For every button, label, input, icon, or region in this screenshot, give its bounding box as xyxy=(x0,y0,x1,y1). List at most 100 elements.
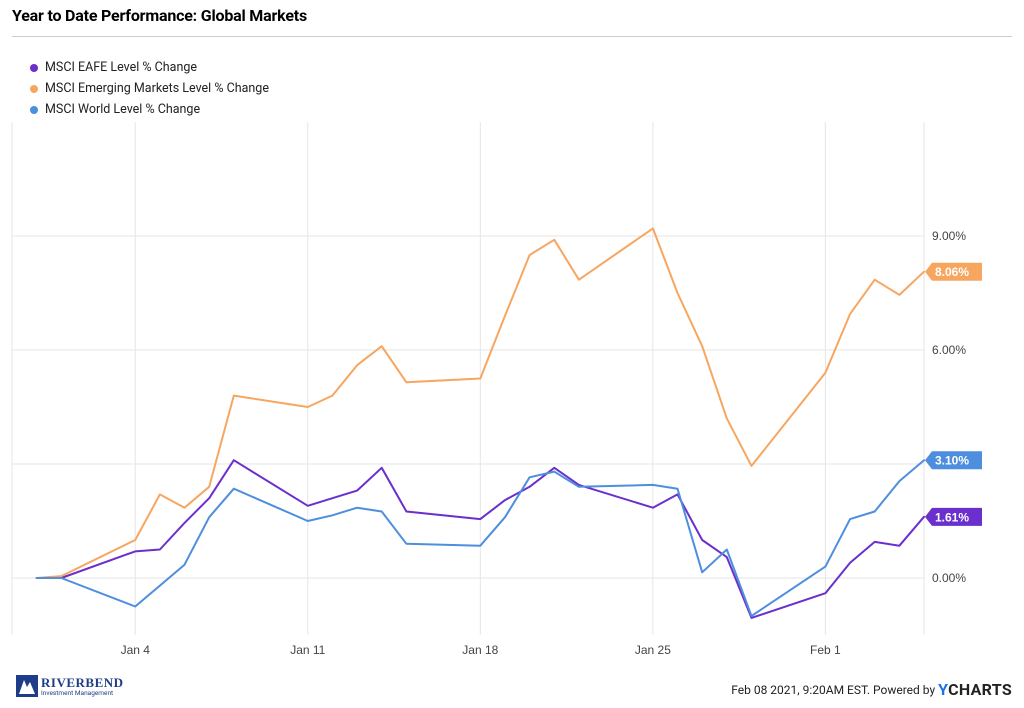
data-point xyxy=(849,562,851,564)
legend-label: MSCI EAFE Level % Change xyxy=(45,60,197,75)
data-point xyxy=(405,543,407,545)
end-value-label-eafe: 1.61% xyxy=(925,507,982,526)
data-point xyxy=(553,239,555,241)
y-tick-label: 9.00% xyxy=(932,229,966,243)
data-point xyxy=(331,497,333,499)
data-point xyxy=(824,592,826,594)
data-point xyxy=(923,516,925,518)
legend-label: MSCI Emerging Markets Level % Change xyxy=(45,81,269,96)
data-point xyxy=(676,488,678,490)
end-label-text: 1.61% xyxy=(935,510,969,524)
data-point xyxy=(676,292,678,294)
ycharts-logo[interactable]: YCHARTS xyxy=(938,680,1012,699)
data-point xyxy=(652,507,654,509)
data-point xyxy=(183,507,185,509)
legend: MSCI EAFE Level % Change MSCI Emerging M… xyxy=(30,57,269,120)
legend-dot-icon xyxy=(30,105,38,114)
data-point xyxy=(504,315,506,317)
y-tick-label: 0.00% xyxy=(932,571,966,585)
end-value-label-em: 8.06% xyxy=(925,262,982,281)
data-point xyxy=(750,615,752,617)
data-point xyxy=(504,516,506,518)
end-label-text: 8.06% xyxy=(935,265,969,279)
data-point xyxy=(307,520,309,522)
x-tick-label: Jan 11 xyxy=(290,643,325,657)
data-point xyxy=(528,476,530,478)
ycharts-logo-y: Y xyxy=(938,680,949,699)
data-point xyxy=(331,394,333,396)
data-point xyxy=(726,417,728,419)
data-point xyxy=(553,470,555,472)
data-point xyxy=(528,254,530,256)
data-point xyxy=(701,345,703,347)
footer-timestamp: Feb 08 2021, 9:20AM EST. Powered by xyxy=(731,682,936,697)
series-line-world[interactable] xyxy=(35,459,925,617)
data-point xyxy=(824,565,826,567)
data-point xyxy=(479,545,481,547)
x-tick-label: Jan 4 xyxy=(121,643,151,657)
data-point xyxy=(381,345,383,347)
data-point xyxy=(331,514,333,516)
data-point xyxy=(923,271,925,273)
data-point xyxy=(578,486,580,488)
data-point xyxy=(479,518,481,520)
data-point xyxy=(134,550,136,552)
data-point xyxy=(923,459,925,461)
data-point xyxy=(504,499,506,501)
legend-item-emerging[interactable]: MSCI Emerging Markets Level % Change xyxy=(30,78,269,99)
data-point xyxy=(208,516,210,518)
logo-subtitle: Investment Management xyxy=(41,688,114,697)
data-point xyxy=(35,577,37,579)
x-tick-label: Jan 18 xyxy=(462,643,498,657)
end-label-text: 3.10% xyxy=(935,454,969,468)
data-point xyxy=(159,548,161,550)
data-point xyxy=(528,486,530,488)
data-point xyxy=(208,486,210,488)
riverbend-logo-icon xyxy=(16,675,38,697)
data-point xyxy=(381,510,383,512)
data-point xyxy=(134,605,136,607)
data-point xyxy=(874,510,876,512)
data-point xyxy=(356,489,358,491)
data-point xyxy=(307,406,309,408)
data-point xyxy=(208,497,210,499)
end-label-box xyxy=(925,262,982,281)
data-point xyxy=(183,564,185,566)
chart-title: Year to Date Performance: Global Markets xyxy=(12,6,308,25)
data-point xyxy=(233,488,235,490)
legend-item-world[interactable]: MSCI World Level % Change xyxy=(30,99,269,120)
series-line-em[interactable] xyxy=(35,227,925,579)
data-point xyxy=(874,541,876,543)
footer-attribution: Feb 08 2021, 9:20AM EST. Powered by YCHA… xyxy=(731,680,1012,699)
logo-name: RIVERBEND xyxy=(41,674,124,690)
legend-item-eafe[interactable]: MSCI EAFE Level % Change xyxy=(30,57,269,78)
data-point xyxy=(578,279,580,281)
data-point xyxy=(356,364,358,366)
end-label-box xyxy=(925,451,982,470)
data-point xyxy=(849,313,851,315)
data-point xyxy=(307,505,309,507)
legend-dot-icon xyxy=(30,63,38,72)
y-tick-label: 6.00% xyxy=(932,343,966,357)
data-point xyxy=(553,467,555,469)
data-point xyxy=(898,480,900,482)
data-point xyxy=(60,577,62,579)
legend-dot-icon xyxy=(30,84,38,93)
data-point xyxy=(898,545,900,547)
x-tick-label: Jan 25 xyxy=(635,643,671,657)
data-point xyxy=(824,372,826,374)
series-line-eafe[interactable] xyxy=(35,459,925,619)
end-value-label-world: 3.10% xyxy=(925,451,982,470)
data-point xyxy=(405,381,407,383)
data-point xyxy=(701,571,703,573)
legend-label: MSCI World Level % Change xyxy=(45,102,201,117)
data-point xyxy=(183,522,185,524)
data-point xyxy=(652,484,654,486)
riverbend-logo: RIVERBEND Investment Management xyxy=(16,675,124,697)
data-point xyxy=(726,548,728,550)
data-point xyxy=(159,584,161,586)
ycharts-logo-text: CHARTS xyxy=(948,680,1012,699)
data-point xyxy=(159,493,161,495)
data-point xyxy=(652,227,654,229)
